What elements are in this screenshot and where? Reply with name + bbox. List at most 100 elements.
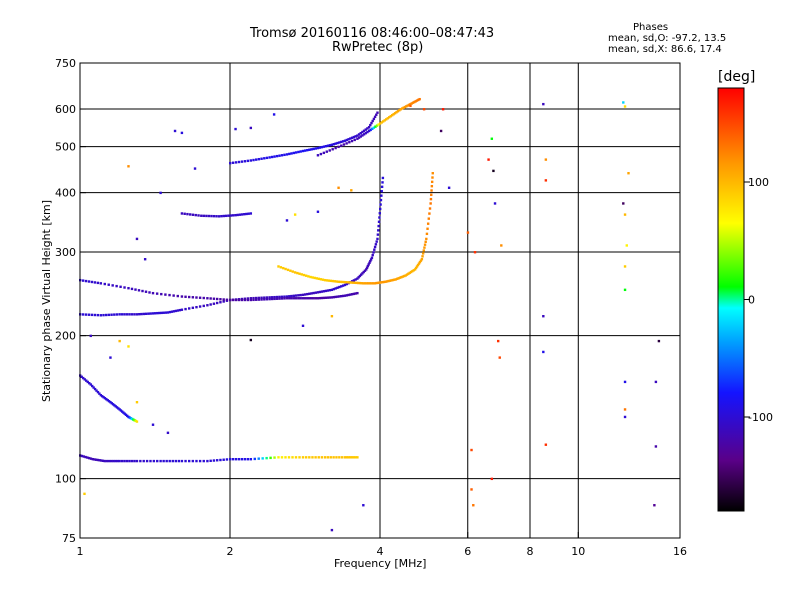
trace-point xyxy=(311,456,314,459)
trace-point xyxy=(371,119,374,123)
trace-point xyxy=(219,458,222,462)
trace-point xyxy=(158,311,161,315)
trace-point xyxy=(309,275,312,279)
scatter-point xyxy=(493,202,497,205)
trace-point xyxy=(381,280,384,284)
trace-point xyxy=(257,157,261,161)
trace-point xyxy=(109,401,112,404)
scatter-point xyxy=(623,288,627,292)
trace-point xyxy=(416,263,420,267)
trace-point xyxy=(197,214,200,217)
trace-point xyxy=(156,311,159,315)
trace-point xyxy=(105,398,108,401)
trace-point xyxy=(337,280,340,283)
trace-point xyxy=(172,294,175,297)
scatter-point xyxy=(542,350,545,354)
trace-point xyxy=(93,387,97,391)
trace-point xyxy=(222,298,225,301)
trace-point xyxy=(315,277,318,280)
x-tick-label: 1 xyxy=(77,545,84,558)
trace-point xyxy=(329,456,332,459)
axis-ticks: 1 2 4 6 8 10 16 75 100 200 300 400 500 600 750 xyxy=(55,57,687,558)
trace-point xyxy=(101,459,105,463)
colorbar-ticks: 100 0 -100 xyxy=(744,176,773,424)
trace-point xyxy=(310,297,313,300)
trace-point xyxy=(338,295,341,298)
trace-point xyxy=(356,291,359,295)
trace-point xyxy=(347,138,350,141)
scatter-point xyxy=(623,380,627,384)
trace-point xyxy=(285,295,289,298)
trace-point xyxy=(107,313,111,317)
trace-point xyxy=(187,459,191,463)
trace-point xyxy=(363,282,367,285)
trace-point xyxy=(308,148,311,151)
trace-point xyxy=(227,214,230,217)
trace-point xyxy=(144,312,148,316)
trace-point xyxy=(206,459,209,463)
trace-point xyxy=(368,261,371,264)
trace-point xyxy=(126,414,129,418)
trace-point xyxy=(265,296,269,299)
trace-point xyxy=(318,146,322,149)
trace-point xyxy=(331,148,334,151)
trace-point xyxy=(366,130,369,134)
trace-point xyxy=(195,296,198,299)
trace-point xyxy=(360,282,363,285)
scatter-point xyxy=(627,172,630,175)
trace-point xyxy=(359,273,363,276)
trace-point xyxy=(326,144,330,147)
trace-point xyxy=(424,240,427,244)
trace-point xyxy=(356,137,359,140)
trace-point xyxy=(198,296,202,299)
trace-point xyxy=(238,213,242,216)
trace-point xyxy=(129,417,133,420)
trace-point xyxy=(210,214,213,218)
trace-point xyxy=(278,295,281,299)
trace-point xyxy=(352,135,356,139)
trace-point xyxy=(303,297,307,300)
trace-point xyxy=(405,105,408,108)
trace-point xyxy=(260,296,263,299)
trace-point xyxy=(398,109,401,112)
scatter-point xyxy=(487,158,490,161)
trace-point xyxy=(341,294,345,298)
trace-point xyxy=(354,456,357,459)
trace-point xyxy=(328,149,331,152)
trace-point xyxy=(379,198,383,202)
trace-point xyxy=(321,278,325,281)
trace-point xyxy=(376,233,380,236)
trace-point xyxy=(112,459,115,463)
trace-point xyxy=(318,290,322,294)
scatter-point xyxy=(330,528,334,532)
trace-point xyxy=(156,459,159,463)
scatter-point xyxy=(422,108,426,111)
trace-point xyxy=(172,310,176,313)
trace-point xyxy=(415,99,419,102)
trace-point xyxy=(115,284,118,288)
trace-point xyxy=(84,455,87,459)
trace-point xyxy=(417,262,421,265)
scatter-point xyxy=(623,408,627,411)
trace-point xyxy=(378,281,381,284)
trace-point xyxy=(397,277,400,280)
scatter-point xyxy=(657,339,661,343)
trace-point xyxy=(324,296,328,299)
trace-point xyxy=(176,294,179,298)
trace-point xyxy=(345,294,348,297)
trace-point xyxy=(82,455,86,458)
chart-subtitle: RwPretec (8p) xyxy=(332,40,424,55)
trace-point xyxy=(255,296,258,300)
trace-point xyxy=(418,260,422,264)
trace-point xyxy=(247,212,250,215)
trace-point xyxy=(133,313,136,316)
trace-point xyxy=(411,101,415,104)
trace-point xyxy=(125,313,129,316)
trace-point xyxy=(344,280,348,284)
trace-point xyxy=(202,296,205,300)
trace-point xyxy=(346,281,349,284)
trace-point xyxy=(285,153,289,156)
trace-point xyxy=(308,297,311,300)
trace-point xyxy=(335,280,338,283)
trace-point xyxy=(110,313,113,316)
